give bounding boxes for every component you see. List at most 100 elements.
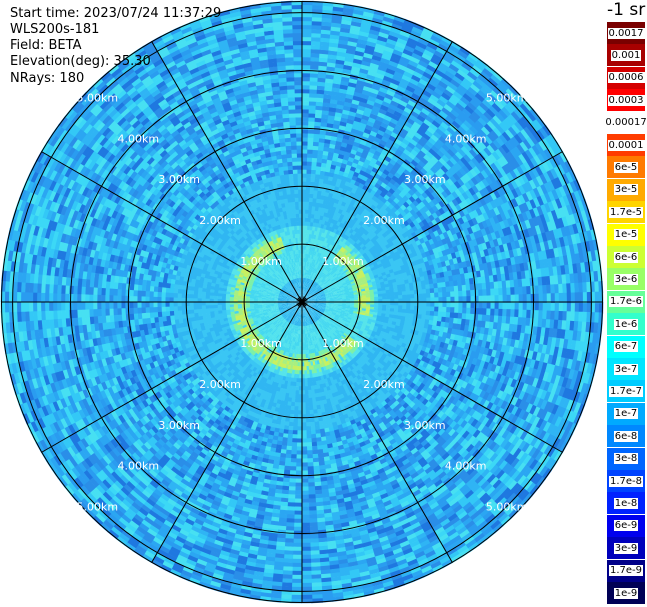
range-gate-cell xyxy=(434,302,439,308)
range-gate-cell xyxy=(532,474,543,486)
range-gate-cell xyxy=(502,309,507,318)
range-gate-cell xyxy=(333,306,339,309)
range-gate-cell xyxy=(520,373,528,384)
range-gate-cell xyxy=(322,320,327,324)
range-gate-cell xyxy=(506,309,511,318)
range-gate-cell xyxy=(341,334,347,339)
range-gate-cell xyxy=(361,340,367,346)
range-gate-cell xyxy=(471,357,478,366)
range-gate-cell xyxy=(517,381,525,392)
range-gate-cell xyxy=(305,304,309,308)
range-gate-cell xyxy=(293,518,302,524)
range-gate-cell xyxy=(485,410,494,420)
range-gate-cell xyxy=(565,388,574,401)
range-gate-cell xyxy=(311,441,318,447)
range-gate-cell xyxy=(509,370,516,380)
range-gate-cell xyxy=(451,441,461,451)
range-gate-cell xyxy=(586,311,592,324)
range-gate-cell xyxy=(325,307,330,310)
range-gate-cell xyxy=(333,308,338,311)
range-gate-cell xyxy=(554,310,559,321)
range-gate-cell xyxy=(484,438,494,449)
range-gate-cell xyxy=(382,304,387,309)
range-gate-cell xyxy=(437,382,445,390)
range-gate-cell xyxy=(417,331,423,337)
range-gate-cell xyxy=(552,328,558,339)
range-gate-cell xyxy=(449,312,455,319)
range-gate-cell xyxy=(420,318,426,325)
range-gate-cell xyxy=(438,331,444,338)
range-gate-cell xyxy=(565,378,573,390)
range-gate-cell xyxy=(579,371,587,384)
range-gate-cell xyxy=(311,309,316,313)
range-gate-cell xyxy=(568,422,578,436)
range-gate-cell xyxy=(304,366,307,371)
range-gate-cell xyxy=(319,318,324,322)
range-gate-cell xyxy=(500,391,508,402)
range-gate-cell xyxy=(315,310,320,314)
range-gate-cell xyxy=(450,412,459,422)
range-gate-cell xyxy=(320,316,325,320)
range-gate-cell xyxy=(290,450,297,455)
range-gate-cell xyxy=(352,332,358,337)
range-gate-cell xyxy=(335,322,341,326)
range-gate-cell xyxy=(344,312,349,316)
range-gate-cell xyxy=(499,329,505,339)
range-gate-cell xyxy=(402,305,407,310)
range-gate-cell xyxy=(309,554,320,559)
range-gate-cell xyxy=(523,333,529,343)
range-gate-cell xyxy=(516,324,522,334)
range-gate-cell xyxy=(284,534,294,539)
range-gate-cell xyxy=(296,442,302,447)
range-gate-cell xyxy=(458,428,467,437)
range-gate-cell xyxy=(426,306,431,312)
range-gate-cell xyxy=(398,305,403,310)
range-gate-cell xyxy=(482,334,489,342)
range-gate-cell xyxy=(527,424,537,436)
range-gate-cell xyxy=(309,550,320,555)
range-gate-cell xyxy=(311,449,318,455)
range-gate-cell xyxy=(536,408,545,420)
range-gate-cell xyxy=(361,324,367,328)
range-gate-cell xyxy=(374,304,379,308)
range-gate-cell xyxy=(288,486,296,491)
range-gate-cell xyxy=(524,384,533,395)
range-gate-cell xyxy=(359,318,364,323)
range-gate-cell xyxy=(358,351,364,357)
range-gate-cell xyxy=(467,408,476,418)
range-gate-cell xyxy=(337,309,342,312)
range-gate-cell xyxy=(328,311,333,315)
range-gate-cell xyxy=(540,455,551,467)
range-gate-cell xyxy=(369,309,375,313)
range-gate-cell xyxy=(324,308,330,311)
range-gate-cell xyxy=(485,393,494,403)
range-gate-cell xyxy=(514,389,522,400)
range-gate-cell xyxy=(343,324,349,329)
range-gate-cell xyxy=(453,415,462,424)
range-gate-cell xyxy=(515,363,523,374)
range-gate-cell xyxy=(374,341,381,347)
range-gate-cell xyxy=(502,441,512,452)
range-gate-cell xyxy=(358,338,364,343)
range-gate-cell xyxy=(532,387,540,398)
range-gate-cell xyxy=(496,436,506,447)
range-gate-cell xyxy=(308,306,313,310)
range-gate-cell xyxy=(457,409,466,419)
range-gate-cell xyxy=(594,302,600,314)
range-gate-cell xyxy=(291,446,297,451)
range-gate-cell xyxy=(477,454,487,464)
range-gate-cell xyxy=(586,302,592,314)
range-gate-cell xyxy=(362,302,367,305)
range-gate-cell xyxy=(423,323,429,330)
range-gate-cell xyxy=(504,360,511,370)
range-gate-cell xyxy=(568,379,577,392)
range-gate-cell xyxy=(494,365,501,375)
range-gate-cell xyxy=(514,302,520,311)
range-gate-cell xyxy=(546,310,551,321)
range-gate-cell xyxy=(306,450,313,455)
range-gate-cell xyxy=(475,404,483,414)
range-gate-cell xyxy=(338,325,344,330)
range-gate-cell xyxy=(534,369,542,380)
range-gate-cell xyxy=(486,302,491,310)
range-gate-cell xyxy=(437,311,443,318)
